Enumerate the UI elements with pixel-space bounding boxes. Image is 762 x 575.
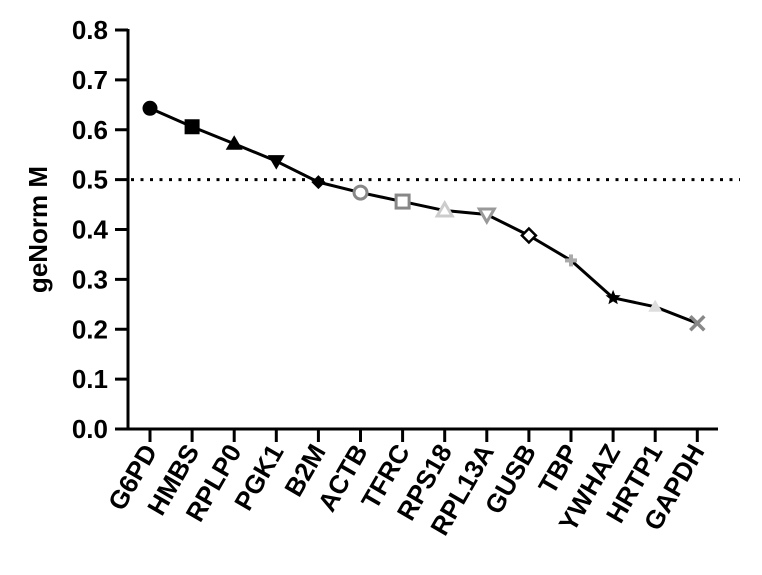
data-point [352,184,369,201]
y-axis-title: geNorm M [23,166,53,293]
data-point [648,299,663,312]
data-point [184,119,200,135]
data-point [267,155,285,170]
data-point [434,200,455,218]
y-tick-label: 0.7 [72,65,108,95]
x-axis: G6PDHMBSRPLP0PGK1B2MACTBTFRCRPS18RPL13AG… [102,427,718,540]
data-point [605,289,621,305]
data-point [142,100,158,116]
data-point [520,226,538,245]
data-point [311,175,326,190]
data-point [394,193,411,210]
y-tick-label: 0.6 [72,115,108,145]
y-tick-label: 0.8 [72,15,108,45]
y-tick-label: 0.4 [72,215,109,245]
y-tick-label: 0.3 [72,264,108,294]
data-point [476,207,497,226]
y-tick-label: 0.2 [72,314,108,344]
y-tick-label: 0.0 [72,414,108,444]
data-point [565,254,577,267]
y-axis: 0.0 0.1 0.2 0.3 0.4 0.5 0.6 0.7 0.8 [72,15,130,444]
series-line [149,106,698,325]
data-point [689,315,706,332]
data-points [142,100,706,332]
y-tick-label: 0.1 [72,364,108,394]
data-point [225,135,243,150]
y-tick-label: 0.5 [72,165,108,195]
